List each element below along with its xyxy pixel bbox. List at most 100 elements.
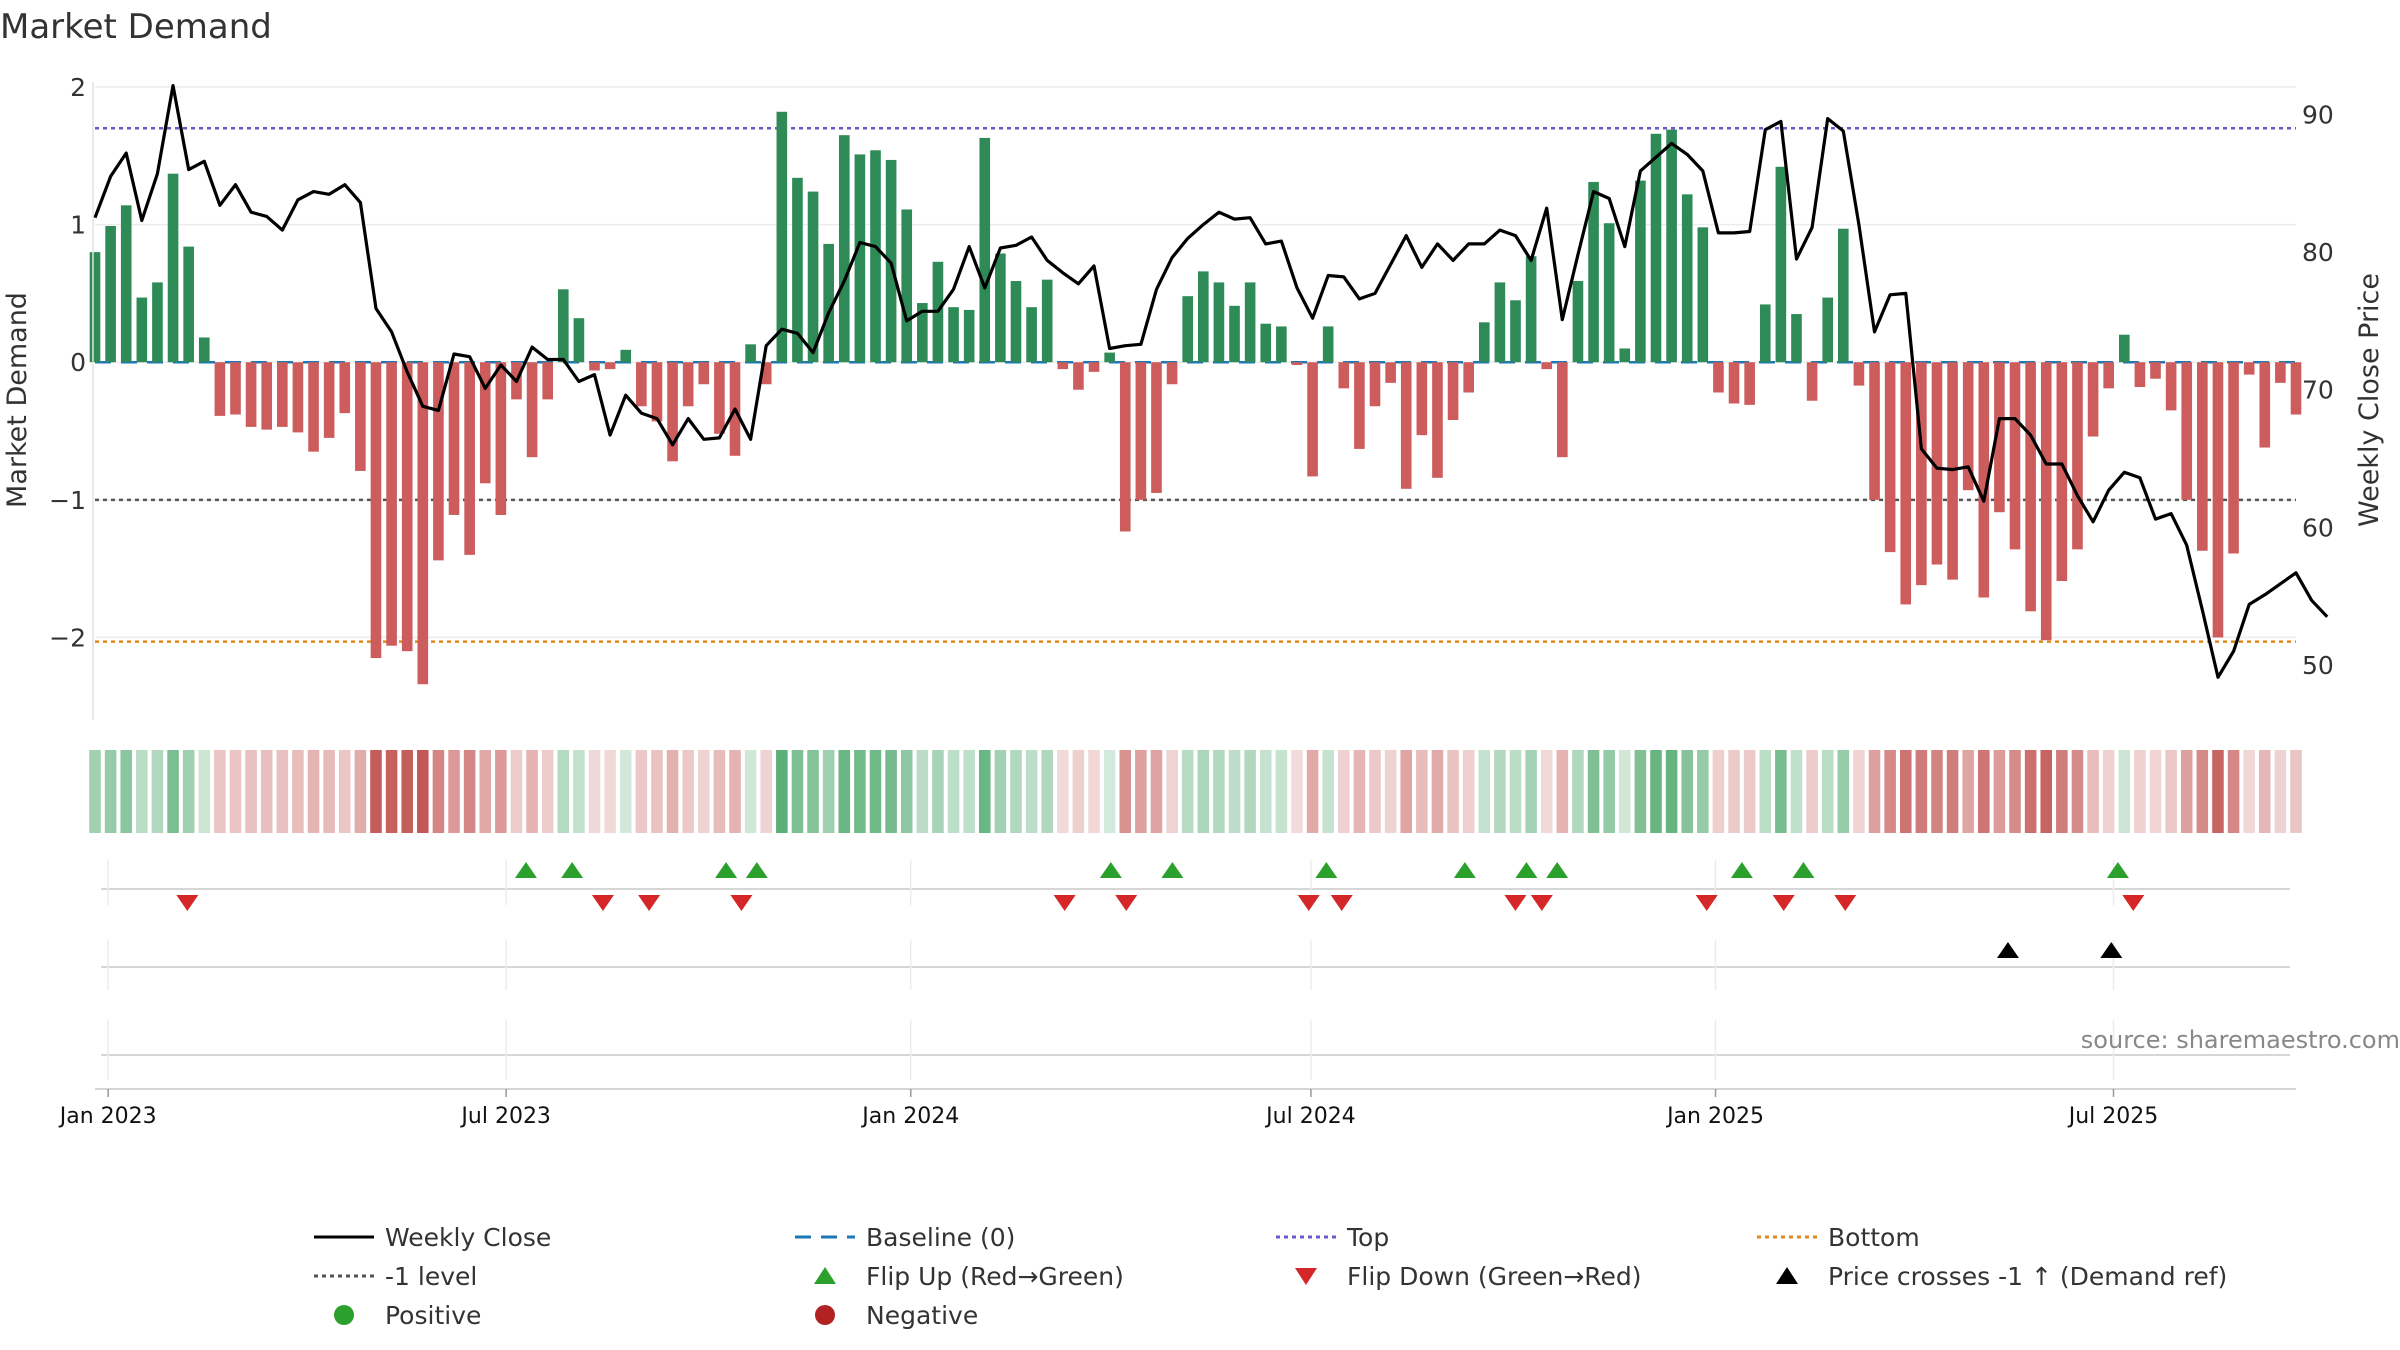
demand-strip-cell (2009, 750, 2021, 833)
demand-bar (1104, 352, 1115, 363)
demand-strip-cell (417, 750, 429, 833)
demand-bar (2290, 362, 2302, 415)
demand-bar (1775, 166, 1787, 363)
demand-strip-cell (1010, 750, 1022, 833)
demand-bar (1197, 271, 1209, 363)
demand-bar (2056, 362, 2068, 582)
demand-strip-cell (1119, 750, 1132, 833)
demand-bar (589, 362, 600, 371)
demand-strip-cell (838, 750, 851, 833)
demand-bar (1931, 362, 1943, 565)
flip-down-marker (1772, 895, 1795, 911)
y-left-tick-label: −2 (49, 623, 86, 652)
flip-up-marker (1099, 862, 1122, 878)
demand-bar (2087, 362, 2099, 437)
demand-strip-cell (698, 750, 710, 833)
demand-strip-cell (448, 750, 460, 833)
demand-strip-cell (1634, 750, 1647, 833)
demand-strip-cell (292, 750, 304, 833)
demand-strip-cell (1275, 750, 1288, 833)
legend-entry: Negative (815, 1301, 978, 1330)
flip-up-marker (1315, 862, 1338, 878)
legend-label: Price crosses -1 ↑ (Demand ref) (1828, 1262, 2227, 1291)
demand-strip-cell (666, 750, 679, 833)
demand-strip-cell (432, 750, 445, 833)
legend-entry: Flip Down (Green→Red) (1295, 1262, 1642, 1291)
demand-strip-cell (1494, 750, 1506, 833)
chart-title: Market Demand (0, 7, 272, 47)
demand-bar (120, 205, 132, 363)
flip-up-marker (1453, 862, 1476, 878)
legend-entry: Flip Up (Red→Green) (814, 1262, 1124, 1291)
flip-down-marker (1504, 895, 1527, 911)
flip-up-marker (715, 862, 738, 878)
demand-bar (292, 362, 304, 433)
demand-bar (714, 362, 725, 434)
demand-strip-cell (619, 750, 632, 833)
demand-strip-cell (338, 750, 351, 833)
demand-bar (854, 154, 866, 363)
demand-bar (1697, 227, 1709, 363)
x-tick-label: Jan 2023 (58, 1104, 157, 1129)
demand-bar (1619, 348, 1631, 363)
reference-lines (95, 127, 2296, 643)
demand-strip-cell (104, 750, 117, 833)
demand-strip-cell (1681, 750, 1693, 833)
demand-bar (1135, 362, 1147, 500)
demand-strip-cell (1416, 750, 1428, 833)
demand-strip-cell (89, 750, 101, 833)
demand-strip-cell (2274, 750, 2287, 833)
demand-bar (339, 362, 351, 414)
source-note: source: sharemaestro.com (2081, 1026, 2400, 1054)
demand-bar (636, 362, 647, 407)
demand-strip-cell (1353, 750, 1366, 833)
demand-bar (1041, 279, 1053, 363)
demand-strip-cell (1899, 750, 1912, 833)
demand-bar (1869, 362, 1880, 500)
demand-bar (1681, 194, 1693, 363)
demand-strip-cell (2040, 750, 2053, 833)
signal-markers (101, 860, 2290, 1080)
y-right-tick-label: 70 (2302, 376, 2334, 405)
demand-heat-strip (89, 750, 2302, 833)
demand-bar (1557, 362, 1568, 458)
demand-bar (1806, 362, 1818, 401)
demand-bar (2243, 362, 2255, 375)
y-right-tick-label: 80 (2302, 238, 2334, 267)
demand-strip-cell (900, 750, 913, 833)
demand-strip-cell (1025, 750, 1038, 833)
demand-strip-cell (1712, 750, 1725, 833)
demand-strip-cell (510, 750, 523, 833)
demand-bar (1994, 362, 2005, 513)
demand-strip-cell (2259, 750, 2271, 833)
demand-strip-cell (2212, 750, 2224, 833)
demand-bar (917, 303, 928, 363)
demand-strip-cell (1322, 750, 1334, 833)
flip-up-marker (1730, 862, 1753, 878)
demand-strip-cell (1525, 750, 1537, 833)
price-line-layer (93, 83, 2329, 679)
demand-strip-cell (573, 750, 585, 833)
demand-bar (776, 111, 788, 363)
demand-strip-cell (1400, 750, 1413, 833)
demand-strip-cell (276, 750, 289, 833)
demand-strip-cell (2134, 750, 2146, 833)
demand-bar (1713, 362, 1724, 393)
demand-strip-cell (1618, 750, 1631, 833)
demand-strip-cell (1197, 750, 1210, 833)
demand-strip-cell (526, 750, 538, 833)
demand-bar (386, 362, 397, 646)
demand-bar (682, 362, 694, 407)
demand-bar (948, 307, 959, 363)
demand-bar (1291, 362, 1303, 365)
demand-bar (1119, 362, 1131, 532)
demand-strip-cell (2165, 750, 2177, 833)
demand-bar (1416, 362, 1428, 436)
demand-bar (479, 362, 491, 484)
demand-strip-cell (1088, 750, 1100, 833)
demand-strip-cell (682, 750, 694, 833)
demand-bar (1260, 323, 1272, 363)
demand-strip-cell (1650, 750, 1662, 833)
demand-bar (89, 252, 101, 363)
